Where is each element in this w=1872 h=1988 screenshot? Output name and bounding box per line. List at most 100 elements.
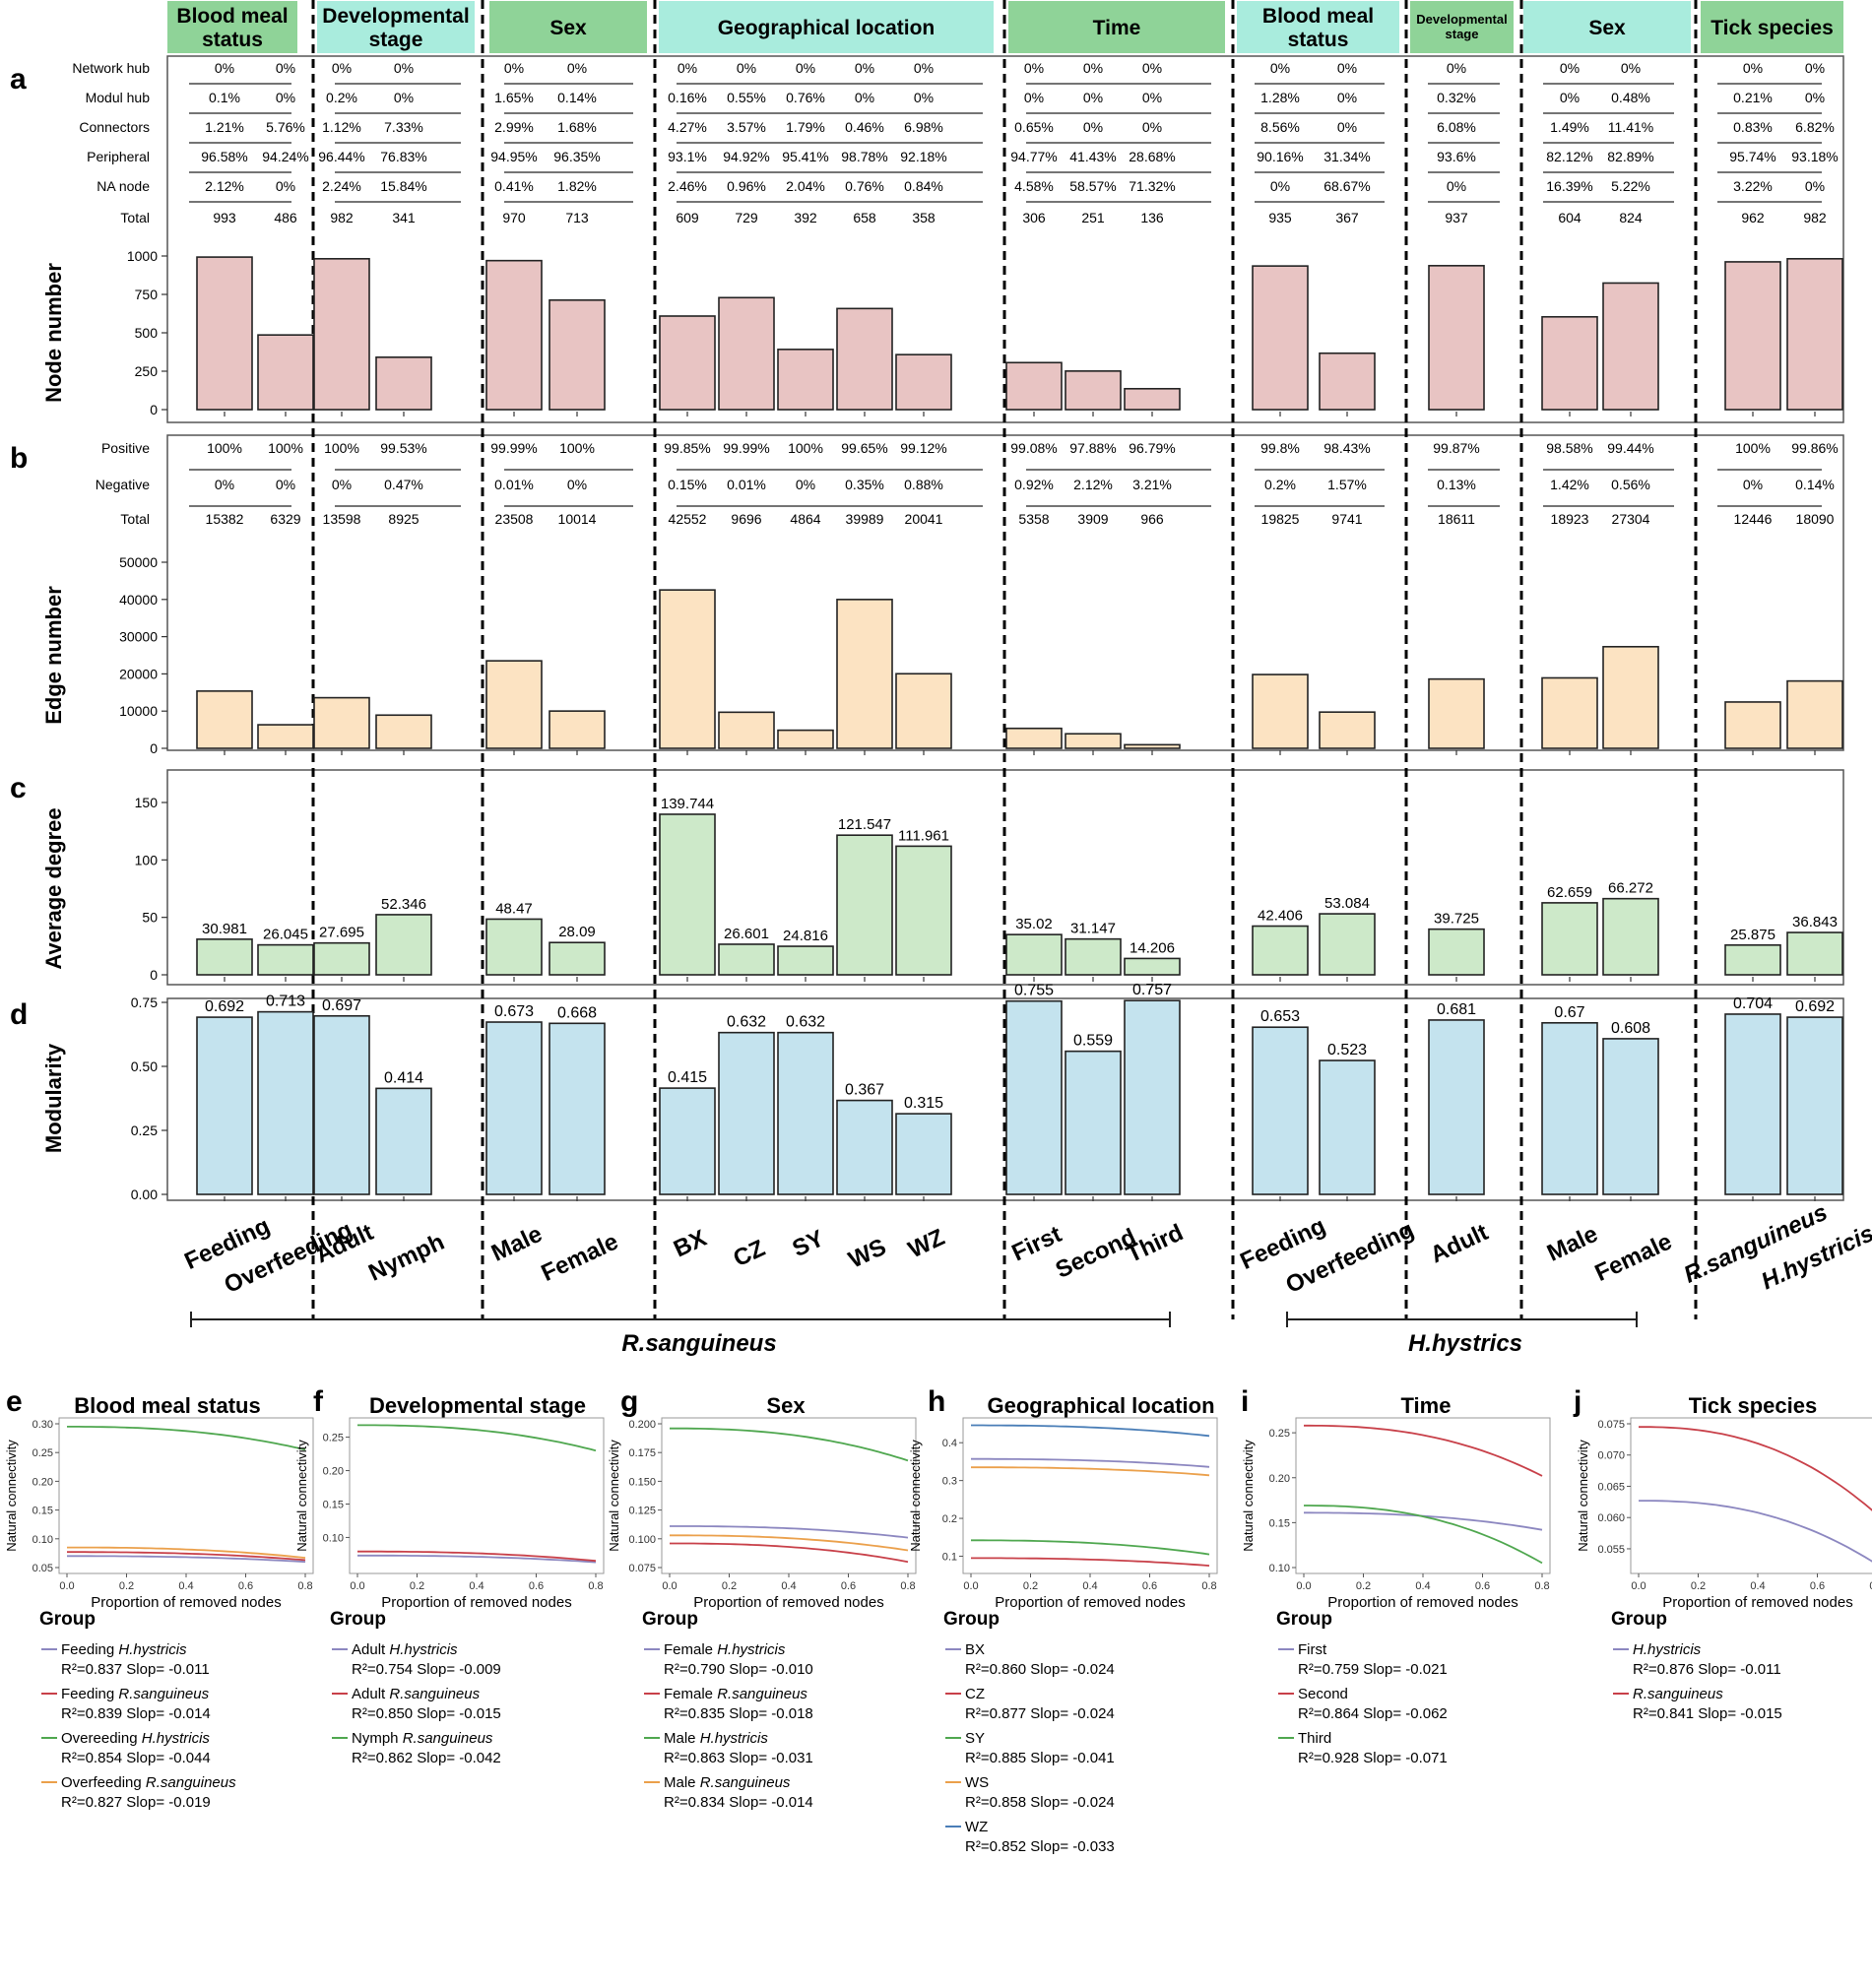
table-cell-a: 93.1% [668, 149, 707, 164]
x-tick-label: 0.4 [1415, 1580, 1430, 1592]
table-cell-a: 0% [1142, 90, 1162, 105]
table-cell-a: 0% [276, 90, 295, 105]
bar-b-18 [1602, 645, 1659, 749]
x-tick-label: 0.4 [781, 1580, 796, 1592]
data-label-d-18: 0.608 [1611, 1020, 1650, 1037]
table-cell-a: 0.83% [1733, 119, 1773, 135]
data-label-c-17: 62.659 [1547, 884, 1592, 901]
y-tick-label: 0.00 [131, 1186, 158, 1202]
table-cell-a: 94.92% [723, 149, 769, 164]
header-label-0: Blood meal status [176, 5, 288, 51]
bar-c-19 [1724, 944, 1781, 976]
legend-stats-1: R²=0.877 Slop= -0.024 [965, 1705, 1115, 1722]
table-cell-a: 713 [565, 210, 589, 225]
panel-i: Time 0.0 0.2 0.4 0.6 0.8 0.10 0.15 0.20 0.25 Natur… [1241, 1393, 1551, 1766]
table-cell-b: 99.99% [723, 440, 769, 456]
data-label-c-3: 52.346 [381, 896, 426, 913]
table-cell-a: 0% [1024, 90, 1044, 105]
x-tick-label: 0.2 [722, 1580, 737, 1592]
legend-name: SY [965, 1730, 985, 1747]
legend-name: First [1298, 1641, 1327, 1658]
series-line-g-3 [670, 1534, 909, 1552]
table-cell-a: 96.58% [201, 149, 247, 164]
table-cell-a: 0% [1743, 60, 1763, 76]
legend-stats-1: R²=0.841 Slop= -0.015 [1633, 1705, 1782, 1722]
header-cell-2 [489, 1, 647, 53]
plot-area [661, 1417, 917, 1574]
data-label-d-14: 0.653 [1260, 1008, 1300, 1025]
legend-name: Female [664, 1686, 713, 1702]
y-tick-label: 0.2 [942, 1513, 957, 1525]
bar-c-10 [895, 845, 952, 976]
table-cell-a: 0.65% [1014, 119, 1054, 135]
table-cell-a: 0.76% [786, 90, 825, 105]
x-tick-label: 0.8 [588, 1580, 603, 1592]
legend-entry-3: Male R.sanguineus [664, 1774, 791, 1791]
header-label-4: Time [1093, 17, 1141, 39]
table-cell-a: 1.21% [205, 119, 244, 135]
series-line-h-4 [971, 1424, 1210, 1438]
table-cell-a: 94.95% [490, 149, 537, 164]
bar-c-7 [718, 943, 775, 976]
x-category-label: Third [1123, 1219, 1188, 1268]
panel-e: Blood meal status 0.0 0.2 0.4 0.6 0.8 0.05 0.10… [4, 1393, 314, 1811]
y-tick-label: 0.25 [32, 1447, 53, 1459]
row-label-a-2: Connectors [79, 119, 150, 135]
bar-a-4 [485, 259, 543, 411]
table-cell-b: 1.57% [1327, 477, 1367, 492]
table-cell-a: 0% [1142, 119, 1162, 135]
plot-area [1630, 1417, 1872, 1574]
table-cell-a: 15.84% [380, 178, 426, 194]
bar-d-19 [1724, 1013, 1781, 1195]
table-cell-a: 1.12% [322, 119, 361, 135]
table-cell-b: 0% [1743, 477, 1763, 492]
table-cell-a: 0% [1805, 178, 1825, 194]
legend-entry-0: First [1298, 1641, 1327, 1658]
data-label-c-2: 27.695 [319, 925, 364, 941]
data-label-c-1: 26.045 [263, 927, 308, 943]
table-cell-b: 27304 [1612, 511, 1650, 527]
x-tick-label: 0.6 [1810, 1580, 1825, 1592]
bar-a-15 [1319, 352, 1376, 411]
table-cell-a: 0% [1083, 119, 1103, 135]
y-tick-label: 0.10 [32, 1534, 53, 1546]
table-cell-a: 58.57% [1069, 178, 1116, 194]
y-tick-label: 10000 [119, 703, 158, 719]
y-tick-label: 0.15 [1269, 1517, 1290, 1529]
legend-entry-1: Second [1298, 1686, 1348, 1702]
table-cell-b: 100% [788, 440, 823, 456]
row-label-a-3: Peripheral [87, 149, 150, 164]
table-cell-a: 251 [1081, 210, 1105, 225]
table-cell-b: 99.8% [1260, 440, 1300, 456]
table-cell-a: 93.6% [1437, 149, 1476, 164]
header-label-3: Geographical location [718, 17, 936, 39]
header-label-6: Developmental stage [1416, 12, 1507, 41]
table-cell-a: 306 [1022, 210, 1046, 225]
x-tick-label: 0.4 [1082, 1580, 1097, 1592]
legend-entry-0: H.hystricis [1633, 1641, 1702, 1658]
bar-d-3 [375, 1087, 432, 1195]
panel-h: Geographical location 0.0 0.2 0.4 0.6 0.8 0.1 0… [908, 1393, 1218, 1855]
data-label-d-3: 0.414 [384, 1069, 423, 1086]
table-cell-b: 0% [567, 477, 587, 492]
bar-b-12 [1065, 733, 1122, 749]
table-cell-b: 100% [1735, 440, 1771, 456]
table-cell-b: 0.56% [1611, 477, 1650, 492]
legend-stats-2: R²=0.863 Slop= -0.031 [664, 1750, 813, 1766]
bar-d-6 [659, 1087, 716, 1195]
table-cell-b: 100% [559, 440, 595, 456]
data-label-d-17: 0.67 [1554, 1004, 1584, 1021]
table-cell-a: 0% [1270, 178, 1290, 194]
table-cell-a: 2.24% [322, 178, 361, 194]
table-cell-a: 0.48% [1611, 90, 1650, 105]
header-label-line: Blood meal [176, 5, 288, 28]
header-label-8: Tick species [1711, 17, 1834, 39]
table-cell-a: 0.41% [494, 178, 534, 194]
table-cell-a: 96.35% [553, 149, 600, 164]
legend-name: Feeding [61, 1641, 114, 1658]
data-label-c-7: 26.601 [724, 926, 769, 942]
panel-letter-b: b [10, 442, 28, 475]
x-axis-label: Proportion of removed nodes [1662, 1594, 1852, 1611]
bar-b-6 [659, 589, 716, 749]
bar-d-11 [1005, 999, 1063, 1195]
